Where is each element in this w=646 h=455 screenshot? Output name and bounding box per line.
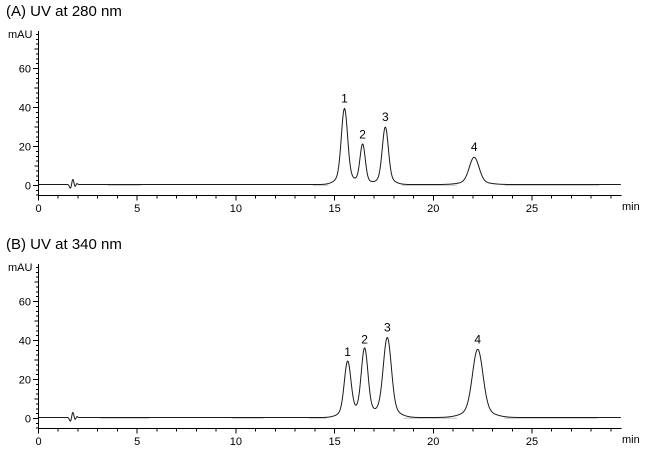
peak-number-label: 1 xyxy=(344,345,351,359)
x-axis-tick-label: 10 xyxy=(230,436,242,448)
y-axis-tick-label: 20 xyxy=(19,142,31,154)
x-axis-tick-label: 5 xyxy=(134,436,140,448)
panel-b-title: (B) UV at 340 nm xyxy=(6,236,122,253)
y-axis-tick-label: 40 xyxy=(19,336,31,348)
peak-number-label: 2 xyxy=(361,332,368,346)
chromatogram-trace xyxy=(38,107,621,189)
panel-b-y-axis-unit: mAU xyxy=(8,262,33,274)
y-axis-tick-label: 20 xyxy=(19,375,31,387)
panel-b-plot: 0 20 40 60 0 5 10 15 20 25 12 3 4 xyxy=(19,264,622,448)
peak-number-label: 2 xyxy=(359,128,366,142)
peak-number-label: 1 xyxy=(341,92,348,106)
y-axis-tick-label: 0 xyxy=(25,181,31,193)
y-axis-tick-label: 0 xyxy=(25,414,31,426)
y-axis-tick-label: 60 xyxy=(19,297,31,309)
x-axis-tick-label: 25 xyxy=(526,436,538,448)
peak-number-label: 4 xyxy=(471,140,478,154)
y-axis-tick-label: 60 xyxy=(19,64,31,76)
x-axis-tick-label: 5 xyxy=(134,203,140,215)
x-axis-tick-label: 15 xyxy=(328,436,340,448)
panel-b-x-axis-unit: min xyxy=(622,434,640,446)
y-axis-tick-label: 40 xyxy=(19,103,31,115)
panel-a-plot: 0 20 40 60 0 5 10 15 20 25 1 2 3 4 xyxy=(19,31,622,215)
x-axis-tick-label: 0 xyxy=(35,203,41,215)
panel-a-x-axis-unit: min xyxy=(622,201,640,213)
x-axis-tick-label: 20 xyxy=(427,203,439,215)
x-axis-tick-label: 15 xyxy=(328,203,340,215)
x-axis-tick-label: 0 xyxy=(35,436,41,448)
peak-number-label: 3 xyxy=(382,110,389,124)
panel-a-y-axis-unit: mAU xyxy=(8,29,33,41)
panel-a-title: (A) UV at 280 nm xyxy=(6,3,122,20)
peak-number-label: 4 xyxy=(474,332,481,346)
x-axis-tick-label: 20 xyxy=(427,436,439,448)
x-axis-tick-label: 10 xyxy=(230,203,242,215)
chromatogram-trace xyxy=(38,337,621,422)
x-axis-tick-label: 25 xyxy=(526,203,538,215)
peak-number-label: 3 xyxy=(384,321,391,335)
